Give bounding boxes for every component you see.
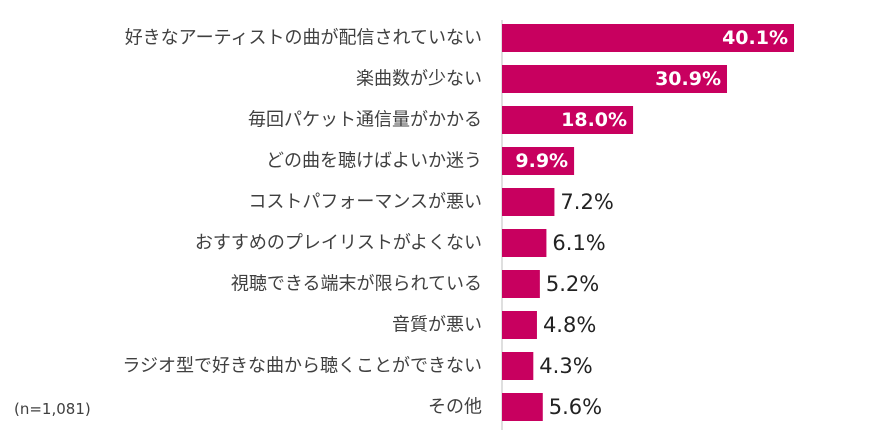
value-label-5: 6.1% <box>552 231 605 255</box>
category-label-9: その他 <box>428 397 482 418</box>
value-labels: 40.1%30.9% 18.0% 9.9% 7.2% 6.1% 5.2% 4.8% 4.3% 5… <box>515 27 788 419</box>
bar-3 <box>502 147 575 175</box>
sample-size-note: (n=1,081) <box>14 400 91 418</box>
bar-7 <box>502 311 537 339</box>
category-label-5: おすすめのプレイリストがよくない <box>195 233 482 254</box>
bar-2 <box>502 106 634 134</box>
bar-6 <box>502 270 540 298</box>
category-label-0: 好きなアーティストの曲が配信されていない <box>125 28 482 49</box>
value-label-3: 9.9% <box>515 150 568 172</box>
value-label-7: 4.8% <box>543 313 596 337</box>
value-label-0: 40.1% <box>722 27 788 49</box>
bar-5 <box>502 229 547 257</box>
category-label-6: 視聴できる端末が限られている <box>231 274 482 295</box>
bar-1 <box>502 65 728 93</box>
value-label-1: 30.9% <box>655 68 721 90</box>
bar-8 <box>502 352 534 380</box>
category-label-4: コストパフォーマンスが悪い <box>248 192 482 213</box>
value-label-9: 5.6% <box>549 395 602 419</box>
bars <box>502 24 794 421</box>
category-label-3: どの曲を聴けばよいか迷う <box>266 151 482 172</box>
bar-0 <box>502 24 794 52</box>
category-label-1: 楽曲数が少ない <box>356 69 482 90</box>
category-label-8: ラジオ型で好きな曲から聴くことができない <box>122 356 482 377</box>
value-label-4: 7.2% <box>560 190 613 214</box>
bar-4 <box>502 188 555 216</box>
category-labels: 好きなアーティストの曲が配信されていない楽曲数が少ない毎回パケット通信量がかかる… <box>122 28 482 418</box>
bar-9 <box>502 393 543 421</box>
category-label-2: 毎回パケット通信量がかかる <box>248 110 482 131</box>
value-label-8: 4.3% <box>539 354 592 378</box>
category-label-7: 音質が悪い <box>392 315 482 336</box>
value-label-6: 5.2% <box>546 272 599 296</box>
value-label-2: 18.0% <box>561 109 627 131</box>
